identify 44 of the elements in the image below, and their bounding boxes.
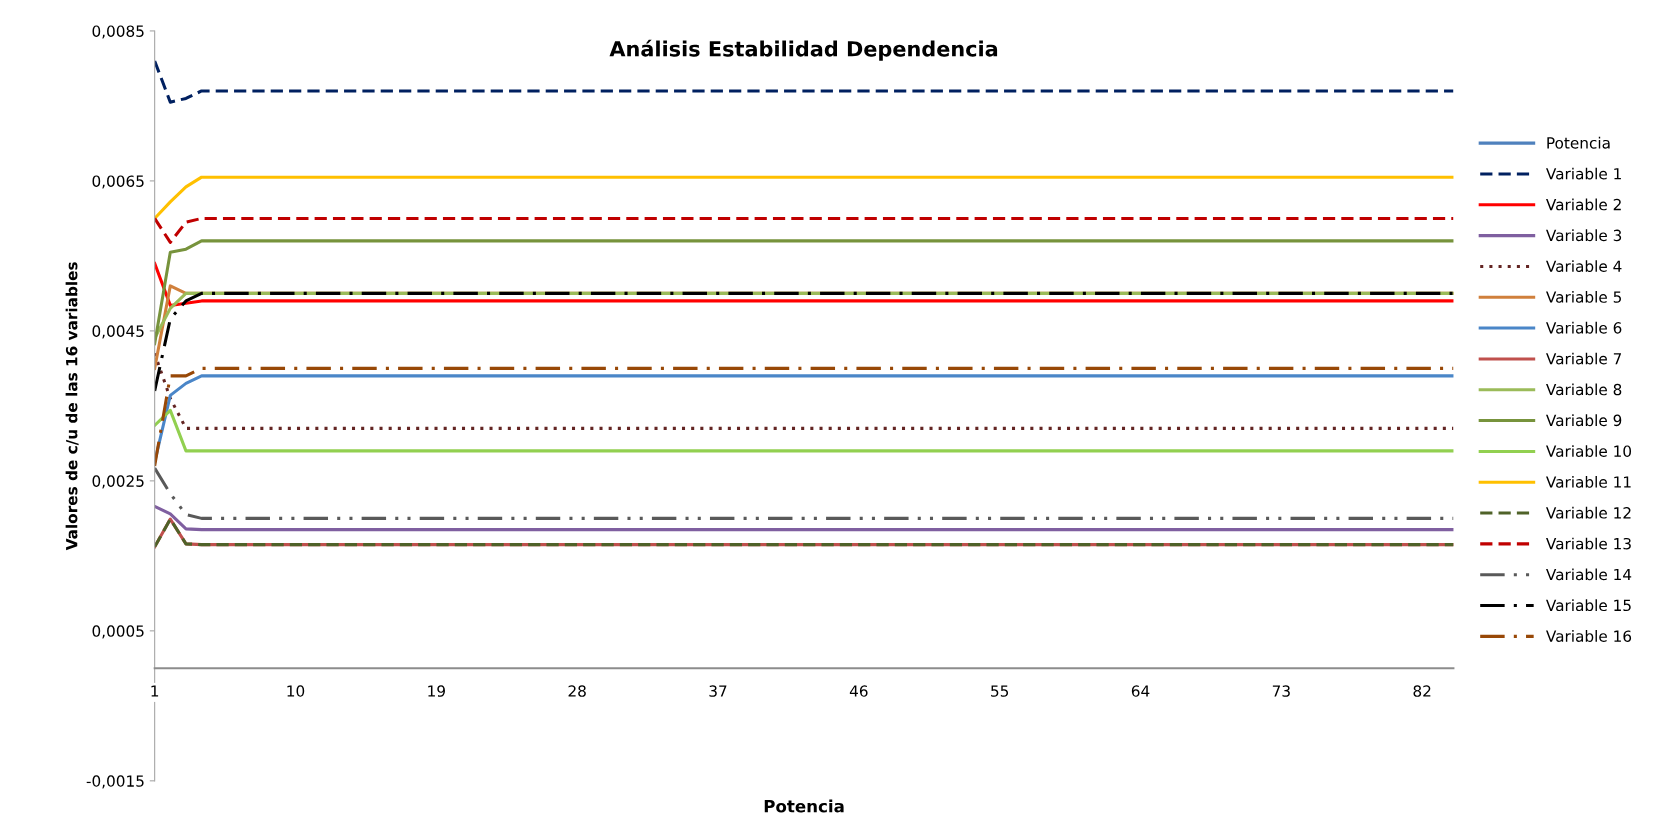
x-tick-label: 37 — [709, 685, 727, 697]
y-tick-label: 0,0025 — [92, 475, 144, 489]
legend-label: Variable 16 — [1546, 630, 1632, 642]
line-series — [154, 466, 1454, 520]
legend-label: Variable 5 — [1546, 291, 1621, 303]
legend-label: Variable 4 — [1546, 260, 1622, 272]
y-tick-label: 0,0065 — [92, 175, 144, 189]
legend-label: Variable 2 — [1546, 198, 1621, 211]
x-tick-label: 10 — [287, 685, 305, 697]
x-tick-label: 64 — [1131, 685, 1150, 697]
legend-label: Variable 11 — [1546, 475, 1631, 488]
line-series — [154, 239, 1454, 346]
legend-label: Variable 15 — [1546, 599, 1631, 612]
x-tick-label: 1 — [151, 685, 159, 697]
legend-label: Potencia — [1547, 136, 1610, 149]
legend-label: Variable 10 — [1546, 445, 1632, 457]
legend-label: Variable 6 — [1546, 321, 1622, 334]
legend-label: Variable 3 — [1546, 229, 1622, 242]
line-series — [154, 291, 1454, 393]
x-tick-label: 82 — [1413, 685, 1431, 697]
x-tick-label: 28 — [568, 685, 586, 697]
x-tick-label: 19 — [428, 685, 445, 697]
line-series — [154, 517, 1454, 549]
y-axis-title: Valores de c/u de las 16 variables — [65, 262, 79, 551]
chart-title: Análisis Estabilidad Dependencia — [609, 39, 998, 61]
y-tick-label: 0,0005 — [92, 625, 144, 639]
line-series — [154, 175, 1454, 220]
x-tick-label: 55 — [991, 685, 1009, 697]
y-tick-label: 0,0085 — [92, 25, 144, 39]
line-series — [154, 504, 1454, 532]
legend-label: Variable 1 — [1546, 167, 1621, 180]
legend-label: Variable 7 — [1546, 352, 1622, 365]
legend-label: Variable 12 — [1546, 506, 1631, 519]
x-tick-label: 73 — [1272, 685, 1290, 697]
legend-label: Variable 13 — [1546, 537, 1631, 550]
x-tick-label: 46 — [849, 685, 868, 697]
x-axis-title: Potencia — [764, 799, 844, 813]
line-series — [154, 59, 1454, 104]
y-tick-label: 0,0045 — [92, 325, 144, 339]
legend-label: Variable 9 — [1546, 414, 1622, 427]
y-tick-label: -0,0015 — [86, 775, 144, 789]
legend-label: Variable 14 — [1546, 568, 1632, 581]
line-series — [154, 261, 1454, 307]
legend-label: Variable 8 — [1546, 383, 1622, 396]
